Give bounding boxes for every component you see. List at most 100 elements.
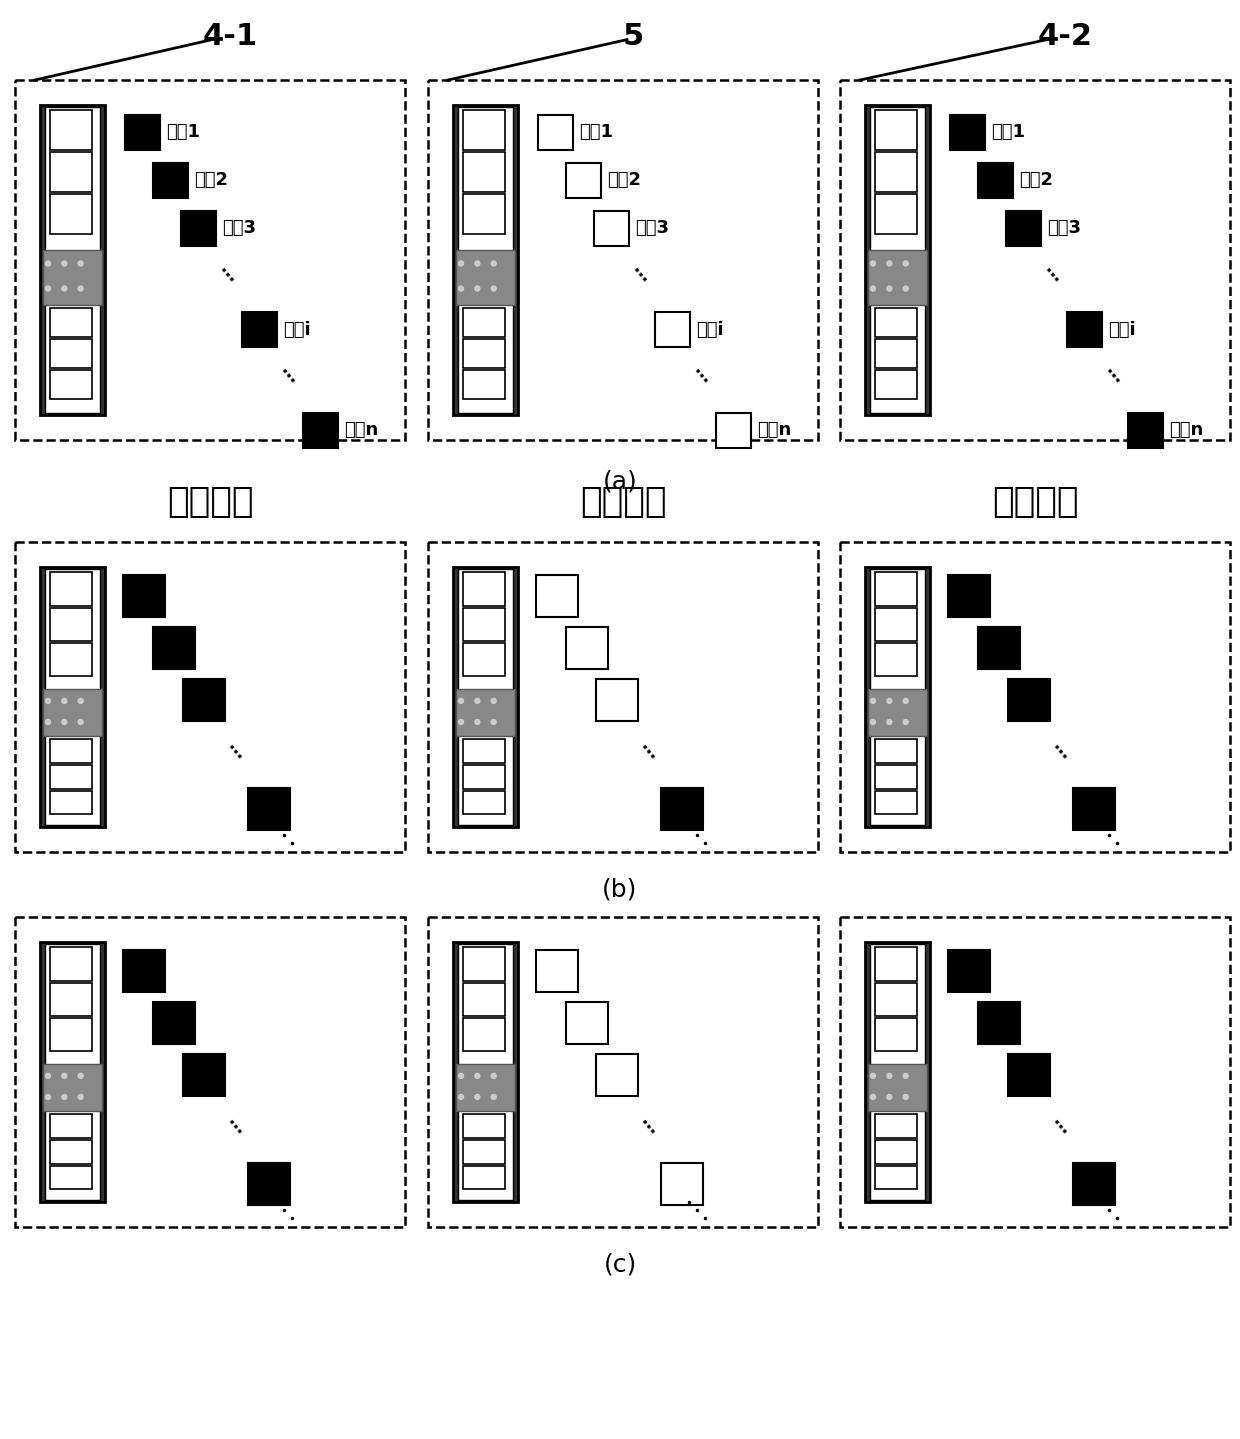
Bar (874, 308, 918, 337)
Bar (536, 576, 578, 617)
Bar (428, 917, 818, 1227)
Circle shape (491, 260, 496, 266)
Text: 激励模式: 激励模式 (580, 485, 666, 519)
Bar (978, 163, 1013, 199)
Bar (456, 249, 515, 305)
Circle shape (887, 720, 892, 724)
Circle shape (475, 1095, 480, 1099)
Text: ⋯: ⋯ (221, 740, 247, 766)
Bar (874, 194, 918, 233)
Circle shape (459, 1095, 464, 1099)
Circle shape (887, 286, 892, 291)
Bar (463, 1140, 505, 1164)
Bar (43, 1065, 102, 1111)
Bar (248, 789, 290, 830)
Text: (c): (c) (604, 1252, 636, 1276)
Text: 阵刄2: 阵刄2 (1019, 171, 1053, 190)
Circle shape (491, 286, 496, 291)
Circle shape (46, 260, 51, 266)
Bar (153, 627, 195, 669)
Bar (40, 567, 105, 827)
Bar (868, 689, 928, 735)
Bar (303, 413, 339, 448)
Circle shape (78, 260, 83, 266)
Bar (463, 764, 505, 789)
Bar (463, 1017, 505, 1052)
Text: 阵元n: 阵元n (343, 422, 378, 439)
Bar (184, 679, 224, 721)
Bar (565, 627, 608, 669)
Bar (50, 1017, 92, 1052)
Bar (50, 947, 92, 980)
Bar (463, 308, 505, 337)
Bar (50, 643, 92, 676)
Bar (50, 573, 92, 606)
Bar (123, 950, 165, 993)
Text: (b): (b) (603, 878, 637, 901)
Bar (1008, 679, 1050, 721)
Circle shape (491, 720, 496, 724)
Bar (428, 543, 818, 852)
Bar (463, 1114, 505, 1138)
Circle shape (903, 698, 908, 704)
Bar (123, 576, 165, 617)
Bar (594, 212, 629, 246)
Bar (459, 106, 513, 413)
Bar (1066, 312, 1102, 347)
Circle shape (870, 260, 875, 266)
Bar (1128, 413, 1163, 448)
Circle shape (887, 260, 892, 266)
Bar (248, 1163, 290, 1206)
Bar (874, 983, 918, 1016)
Bar (874, 109, 918, 150)
Bar (50, 740, 92, 763)
Circle shape (887, 698, 892, 704)
Circle shape (491, 1073, 496, 1078)
Circle shape (459, 1073, 464, 1078)
Circle shape (475, 720, 480, 724)
Text: 阵元i: 阵元i (283, 321, 311, 338)
Bar (453, 567, 518, 827)
Bar (459, 570, 513, 825)
Bar (874, 1166, 918, 1189)
Text: 阵元n: 阵元n (1169, 422, 1203, 439)
Circle shape (46, 698, 51, 704)
Bar (242, 312, 277, 347)
Bar (870, 570, 925, 825)
Circle shape (475, 260, 480, 266)
Circle shape (62, 1095, 67, 1099)
Bar (153, 163, 188, 199)
Text: ⋯: ⋯ (1038, 263, 1064, 289)
Bar (866, 105, 930, 414)
Bar (463, 643, 505, 676)
Circle shape (78, 698, 83, 704)
Bar (870, 944, 925, 1200)
Text: 4-2: 4-2 (1038, 22, 1092, 50)
Bar (50, 1166, 92, 1189)
Bar (839, 917, 1230, 1227)
Bar (874, 1114, 918, 1138)
Text: 阵刄3: 阵刄3 (635, 220, 670, 237)
Circle shape (459, 286, 464, 291)
Bar (874, 764, 918, 789)
Bar (868, 249, 928, 305)
Bar (456, 1065, 515, 1111)
Bar (50, 340, 92, 368)
Circle shape (78, 1095, 83, 1099)
Bar (50, 153, 92, 191)
Bar (453, 105, 518, 414)
Circle shape (475, 1073, 480, 1078)
Bar (45, 570, 99, 825)
Bar (565, 1002, 608, 1045)
Circle shape (870, 698, 875, 704)
Circle shape (459, 698, 464, 704)
Bar (45, 944, 99, 1200)
Text: ⋯: ⋯ (274, 364, 300, 390)
Bar (565, 163, 601, 199)
Bar (456, 689, 515, 735)
Text: 阵刄3: 阵刄3 (1047, 220, 1081, 237)
Bar (874, 643, 918, 676)
Bar (50, 308, 92, 337)
Bar (949, 576, 990, 617)
Bar (50, 764, 92, 789)
